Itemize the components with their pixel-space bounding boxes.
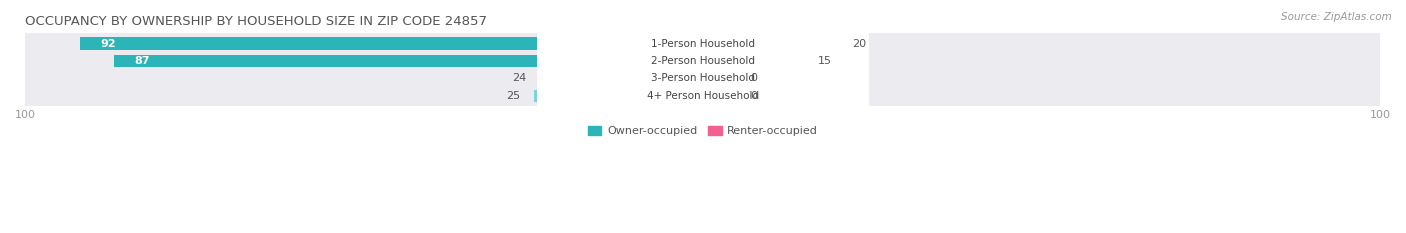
FancyBboxPatch shape (537, 65, 869, 127)
Text: 15: 15 (818, 56, 832, 66)
Text: 2-Person Household: 2-Person Household (651, 56, 755, 66)
Text: 20: 20 (852, 39, 866, 49)
Bar (540, 72, 703, 85)
FancyBboxPatch shape (537, 47, 869, 110)
FancyBboxPatch shape (24, 57, 1382, 100)
Text: 0: 0 (751, 91, 758, 101)
FancyBboxPatch shape (537, 12, 869, 75)
FancyBboxPatch shape (24, 40, 1382, 82)
FancyBboxPatch shape (24, 23, 1382, 65)
Text: OCCUPANCY BY OWNERSHIP BY HOUSEHOLD SIZE IN ZIP CODE 24857: OCCUPANCY BY OWNERSHIP BY HOUSEHOLD SIZE… (25, 15, 488, 28)
Legend: Owner-occupied, Renter-occupied: Owner-occupied, Renter-occupied (583, 121, 823, 141)
Bar (114, 55, 703, 67)
Text: Source: ZipAtlas.com: Source: ZipAtlas.com (1281, 12, 1392, 22)
Bar (80, 38, 703, 50)
Text: 24: 24 (513, 73, 527, 83)
Text: 1-Person Household: 1-Person Household (651, 39, 755, 49)
Text: 3-Person Household: 3-Person Household (651, 73, 755, 83)
Text: 25: 25 (506, 91, 520, 101)
Text: 92: 92 (100, 39, 115, 49)
FancyBboxPatch shape (537, 30, 869, 93)
Bar (534, 89, 703, 102)
Text: 87: 87 (134, 56, 149, 66)
Bar (703, 72, 737, 85)
Bar (703, 38, 838, 50)
Text: 4+ Person Household: 4+ Person Household (647, 91, 759, 101)
Bar (703, 55, 804, 67)
Bar (703, 89, 737, 102)
FancyBboxPatch shape (24, 75, 1382, 117)
Text: 0: 0 (751, 73, 758, 83)
